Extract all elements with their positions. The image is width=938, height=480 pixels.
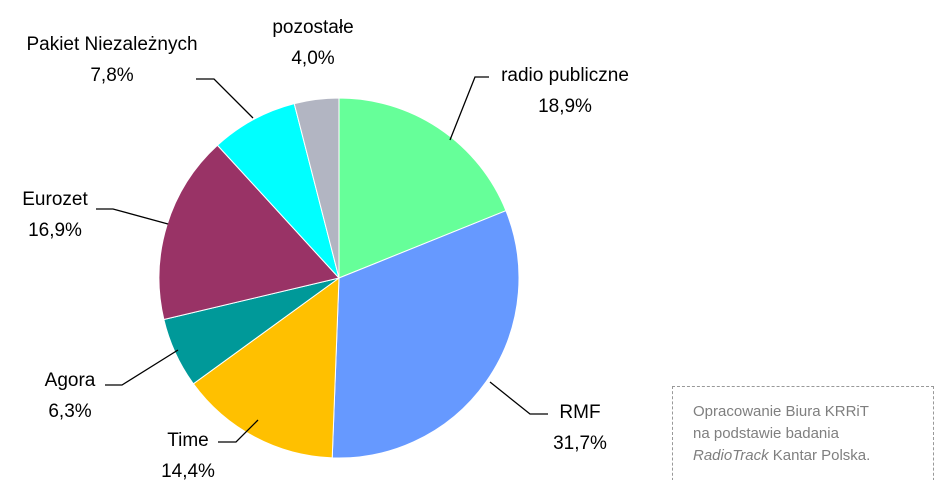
slice-value-label: 7,8% bbox=[90, 65, 134, 86]
slice-label: pozostałe bbox=[272, 17, 354, 38]
slice-value-label: 6,3% bbox=[48, 401, 92, 422]
source-note: Opracowanie Biura KRRiT na podstawie bad… bbox=[672, 386, 934, 480]
slice-value-label: 4,0% bbox=[291, 48, 335, 69]
note-italic: RadioTrack bbox=[693, 447, 769, 464]
leader-line bbox=[196, 78, 254, 119]
leader-line bbox=[449, 76, 489, 141]
slice-value-label: 14,4% bbox=[161, 461, 215, 480]
slice-label: RMF bbox=[559, 402, 601, 423]
pie-slice bbox=[158, 144, 340, 321]
slice-value-label: 31,7% bbox=[553, 433, 607, 454]
pie-slice bbox=[293, 97, 340, 279]
slice-label: Pakiet Niezależnych bbox=[26, 34, 198, 55]
slice-value-label: 18,9% bbox=[538, 96, 592, 117]
slice-label: radio publiczne bbox=[501, 65, 629, 86]
pie-slice bbox=[331, 210, 520, 459]
slice-value-label: 16,9% bbox=[28, 220, 82, 241]
leader-line bbox=[96, 208, 169, 225]
leader-line bbox=[105, 349, 179, 386]
note-line: Opracowanie Biura KRRiT bbox=[693, 403, 869, 420]
note-line: RadioTrack Kantar Polska. bbox=[693, 445, 933, 467]
slice-label: Eurozet bbox=[22, 189, 88, 210]
slice-label: Time bbox=[167, 430, 209, 451]
pie-slice bbox=[338, 97, 507, 279]
note-line: na podstawie badania bbox=[693, 425, 839, 442]
note-text: Kantar Polska. bbox=[772, 447, 871, 464]
leader-line bbox=[218, 419, 259, 443]
leader-line bbox=[489, 381, 548, 415]
pie-slice bbox=[192, 276, 340, 459]
slice-label: Agora bbox=[44, 370, 96, 391]
